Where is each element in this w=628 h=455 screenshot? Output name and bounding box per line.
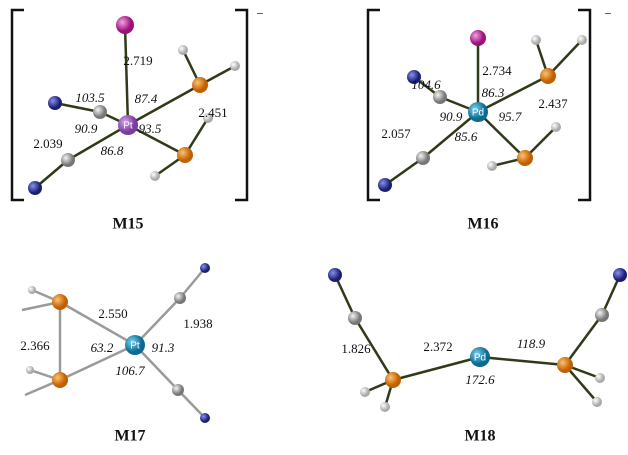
charge: − [604,6,611,21]
angle: 85.6 [455,129,478,144]
angle: 104.6 [411,77,441,92]
panel-title: M15 [112,216,143,233]
angle: 63.2 [91,340,114,355]
bond-length: 2.366 [20,338,50,353]
bond-length: 2.734 [482,63,512,78]
bonds [335,275,620,407]
panel-m18: Pd 1.826 2.372 118.9 172.6 M18 [328,268,627,445]
angle: 86.8 [101,143,124,158]
bond-length: 2.451 [198,105,227,120]
panel-m17: Pt 2.550 1.938 2.366 63.2 91.3 106.7 M17 [20,263,212,445]
angle: 103.5 [75,90,105,105]
panel-title: M18 [464,428,495,445]
bond-length: 2.057 [381,126,411,141]
bond-length: 2.372 [423,339,452,354]
bond-length: 1.938 [183,316,212,331]
bond-length: 2.437 [538,96,568,111]
metal-label: Pd [474,353,486,364]
bond-length: 1.826 [341,341,371,356]
angle: 90.9 [75,121,98,136]
angle: 93.5 [139,121,162,136]
metal-label: Pt [130,341,140,352]
angle: 90.9 [440,109,463,124]
atoms [26,263,210,423]
panel-m16: − Pd 2.734 104.6 86.3 2.437 90.9 95.7 2.… [368,6,612,233]
diagram: − Pt 2.719 103.5 87.4 2.451 90.9 93.5 2.… [0,0,628,455]
charge: − [256,6,263,21]
panel-m15: − Pt 2.719 103.5 87.4 2.451 90.9 93.5 2.… [12,6,264,233]
angle: 106.7 [115,363,145,378]
bond-length: 2.719 [123,53,152,68]
panel-title: M16 [467,216,498,233]
bond-length: 2.039 [33,136,62,151]
metal-label: Pd [472,108,484,119]
angle: 172.6 [465,372,495,387]
angle: 118.9 [517,336,546,351]
metal-label: Pt [123,121,133,132]
bond-length: 2.550 [98,306,127,321]
panel-title: M17 [114,428,145,445]
angle: 86.3 [482,85,505,100]
angle: 91.3 [152,340,175,355]
angle: 95.7 [499,109,522,124]
angle: 87.4 [135,91,158,106]
